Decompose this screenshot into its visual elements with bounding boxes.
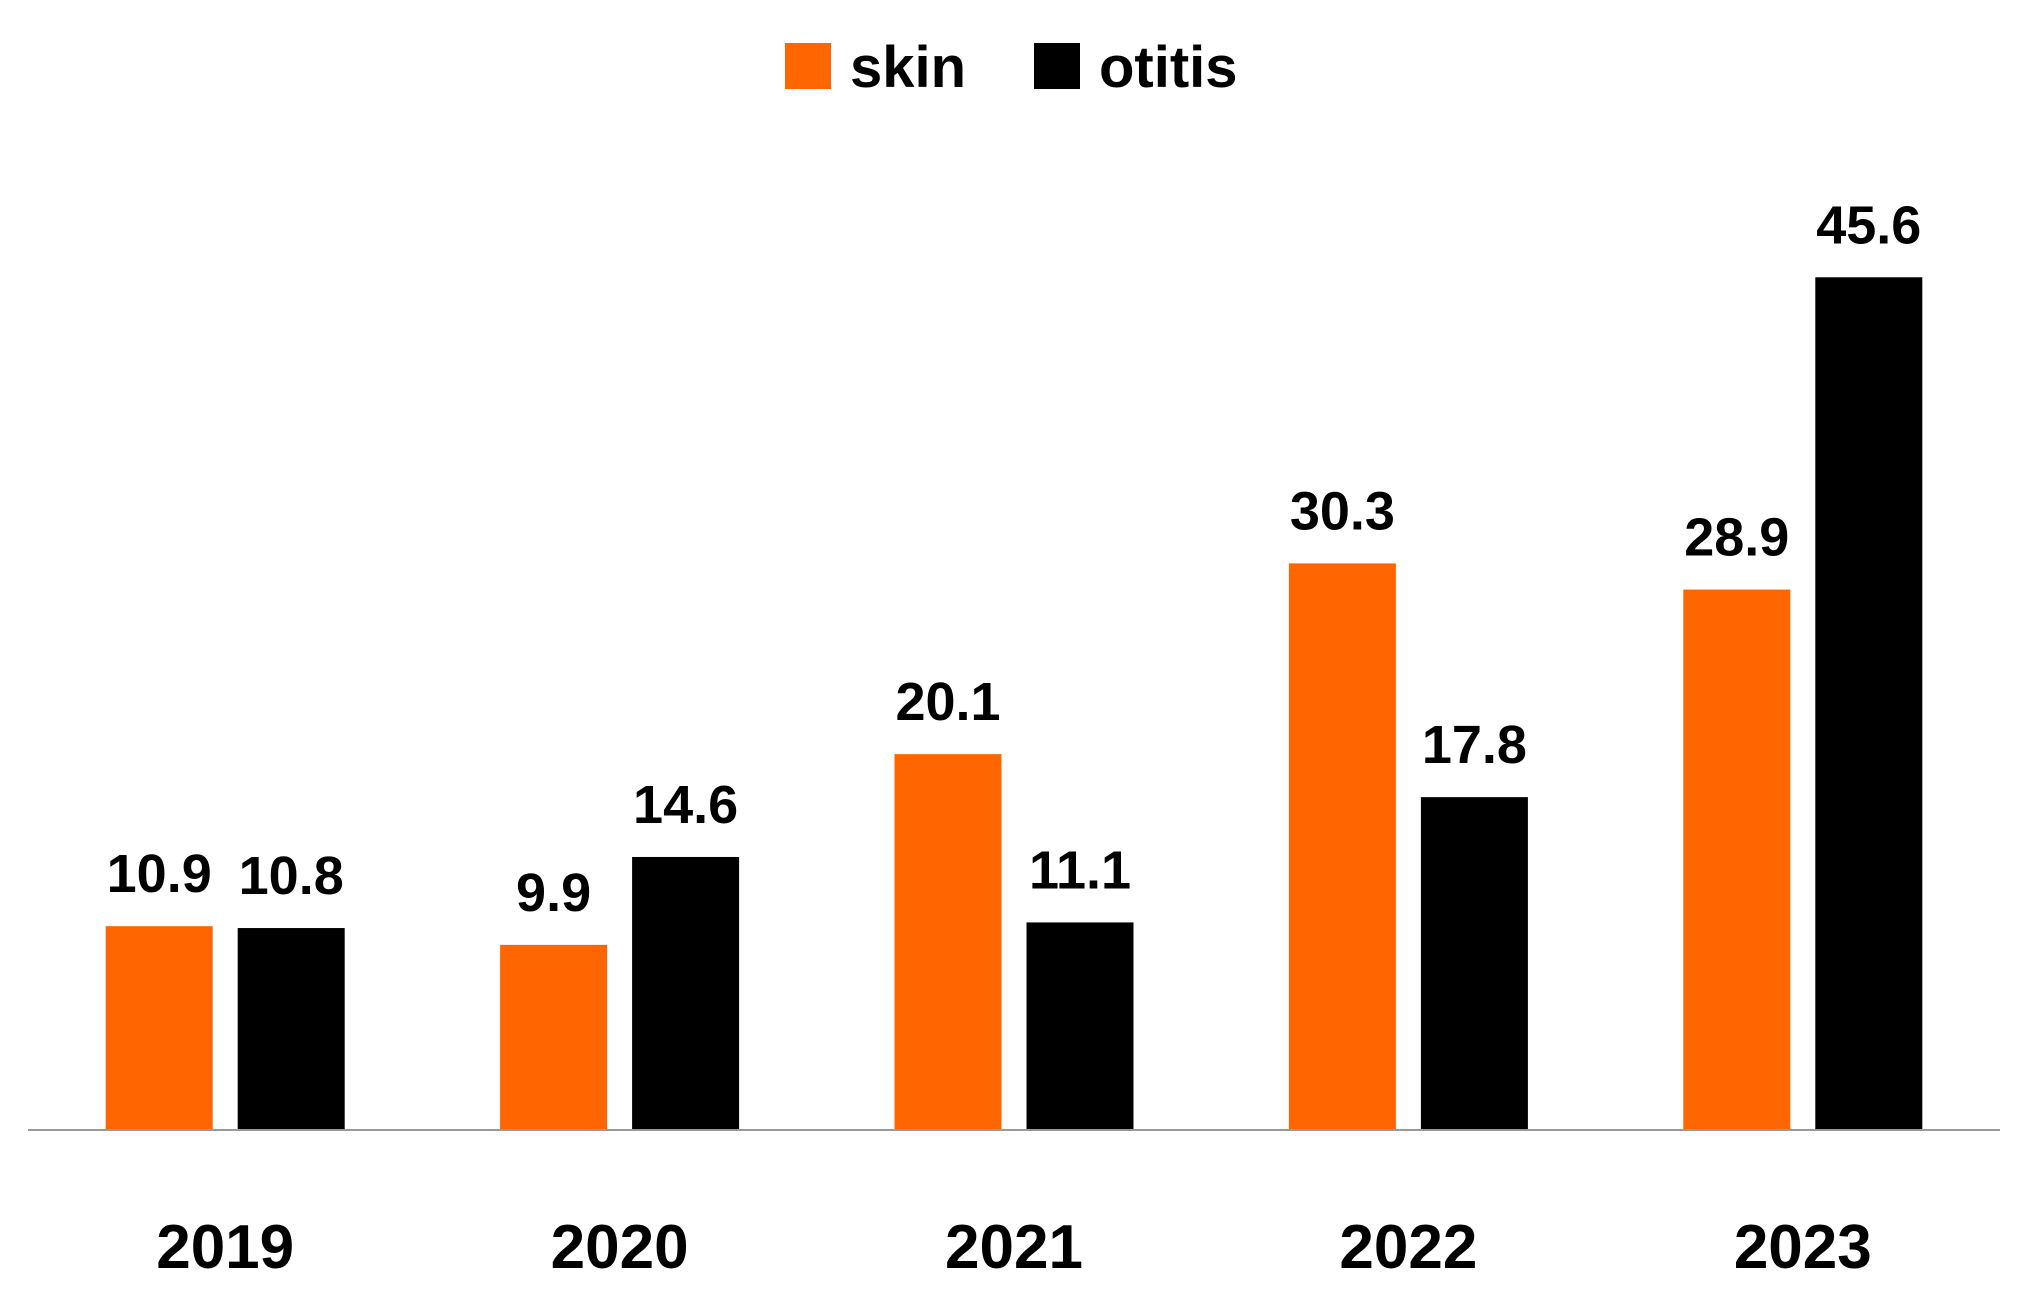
bar-otitis-2020 (632, 856, 740, 1130)
legend-item-otitis: otitis (1034, 35, 1238, 100)
bar-otitis-2019 (237, 928, 345, 1130)
bar-skin-2023 (1683, 589, 1791, 1130)
bar-skin-2020 (500, 944, 608, 1130)
data-label-skin-2019: 10.9 (107, 844, 212, 904)
data-labels: 10.9 10.8 9.9 14.6 20.1 11.1 30.3 17.8 28.9 45.6 (107, 195, 1922, 923)
data-label-otitis-2021: 11.1 (1029, 840, 1131, 900)
data-label-otitis-2022: 17.8 (1422, 715, 1527, 775)
x-tick-label-2021: 2021 (945, 1213, 1083, 1282)
legend-item-skin: skin (785, 35, 966, 100)
data-label-otitis-2023: 45.6 (1816, 195, 1921, 255)
bars (105, 277, 1923, 1130)
x-tick-labels: 2019 2020 2021 2022 2023 (156, 1213, 1872, 1282)
data-label-skin-2023: 28.9 (1684, 508, 1789, 568)
legend-swatch-otitis (1034, 43, 1080, 89)
data-label-otitis-2020: 14.6 (633, 775, 738, 835)
data-label-otitis-2019: 10.8 (239, 846, 344, 906)
legend-label-otitis: otitis (1099, 35, 1238, 100)
data-label-skin-2021: 20.1 (895, 672, 1000, 732)
legend-swatch-skin (785, 43, 831, 89)
bar-skin-2022 (1288, 563, 1396, 1130)
bar-otitis-2022 (1420, 797, 1528, 1130)
legend-label-skin: skin (850, 35, 966, 100)
x-tick-label-2023: 2023 (1734, 1213, 1872, 1282)
x-tick-label-2020: 2020 (551, 1213, 689, 1282)
bar-skin-2021 (894, 754, 1002, 1130)
bar-otitis-2023 (1815, 277, 1923, 1130)
x-tick-label-2019: 2019 (156, 1213, 294, 1282)
data-label-skin-2022: 30.3 (1290, 481, 1395, 541)
bar-skin-2019 (105, 926, 213, 1130)
bar-otitis-2021 (1026, 922, 1134, 1130)
data-label-skin-2020: 9.9 (516, 863, 591, 923)
legend: skin otitis (785, 35, 1238, 100)
x-tick-label-2022: 2022 (1339, 1213, 1477, 1282)
